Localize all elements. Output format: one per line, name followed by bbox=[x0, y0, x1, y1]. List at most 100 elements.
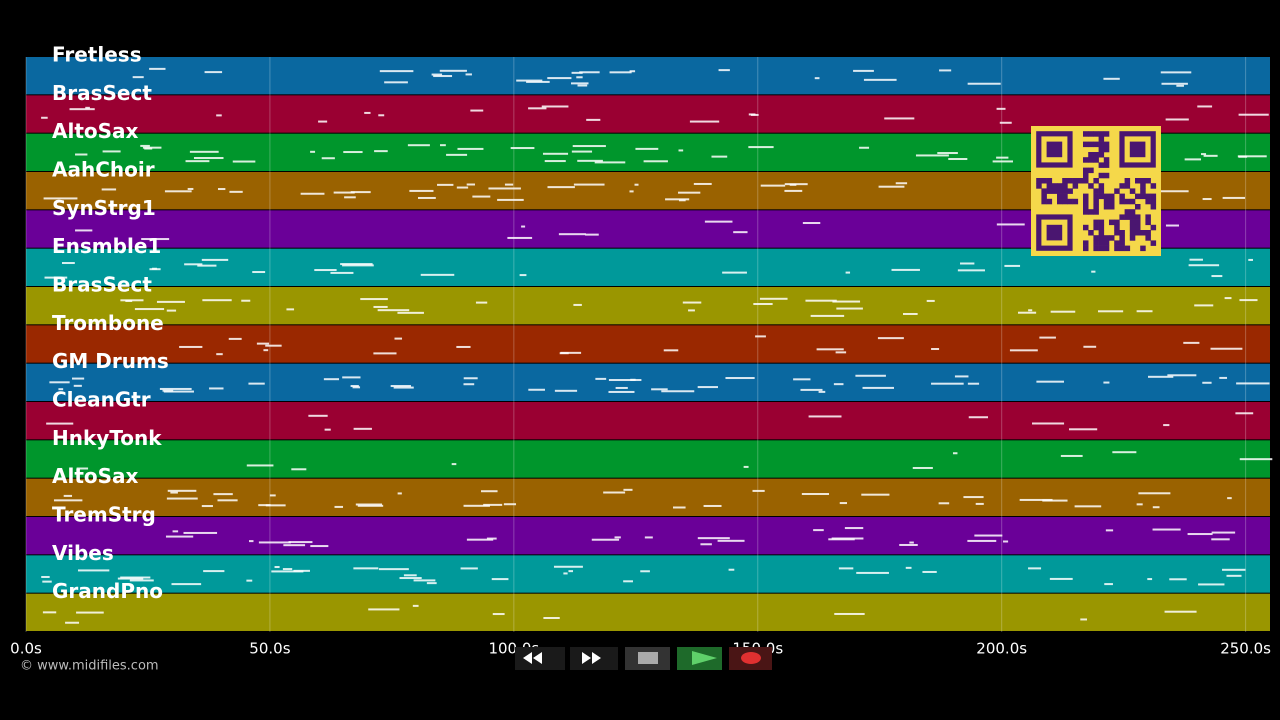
note bbox=[801, 493, 830, 496]
qr-module bbox=[1083, 131, 1089, 137]
note bbox=[577, 159, 603, 162]
note bbox=[1197, 105, 1213, 108]
note bbox=[49, 381, 70, 384]
qr-module bbox=[1077, 178, 1084, 184]
note bbox=[1152, 528, 1181, 531]
note bbox=[547, 186, 575, 189]
note bbox=[1227, 497, 1232, 500]
note bbox=[364, 111, 371, 114]
note bbox=[75, 229, 93, 232]
qr-module bbox=[1041, 193, 1047, 200]
note bbox=[967, 382, 980, 385]
note bbox=[1136, 310, 1153, 313]
qr-module bbox=[1114, 188, 1120, 194]
tick-label: 50.0s bbox=[249, 640, 290, 658]
qr-module bbox=[1036, 183, 1042, 189]
qr-module bbox=[1114, 240, 1120, 246]
note bbox=[938, 502, 950, 505]
note bbox=[463, 383, 475, 386]
note bbox=[832, 300, 861, 303]
note bbox=[350, 385, 359, 388]
note bbox=[967, 539, 997, 542]
note bbox=[931, 348, 940, 351]
note bbox=[171, 583, 202, 586]
qr-module bbox=[1109, 198, 1115, 205]
note bbox=[232, 160, 256, 163]
track-label: Ensmble1 bbox=[52, 234, 161, 258]
note bbox=[1236, 382, 1270, 385]
note bbox=[862, 386, 894, 389]
copyright: © www.midifiles.com bbox=[20, 659, 159, 674]
rewind-button[interactable] bbox=[515, 647, 565, 670]
qr-module bbox=[1140, 183, 1146, 189]
note bbox=[437, 183, 454, 186]
note bbox=[1226, 574, 1242, 577]
note bbox=[510, 147, 535, 150]
note bbox=[374, 150, 388, 153]
stop-button[interactable] bbox=[625, 647, 670, 670]
note bbox=[833, 383, 844, 386]
note bbox=[1039, 336, 1056, 339]
note bbox=[1028, 567, 1042, 570]
note bbox=[46, 422, 74, 425]
note bbox=[912, 466, 933, 469]
note bbox=[579, 71, 600, 74]
note bbox=[909, 541, 914, 544]
qr-module bbox=[1057, 183, 1063, 189]
note bbox=[310, 545, 329, 548]
note bbox=[1009, 349, 1038, 352]
qr-module bbox=[1093, 198, 1099, 205]
note bbox=[163, 390, 194, 393]
note bbox=[491, 578, 509, 581]
note bbox=[156, 300, 185, 303]
note bbox=[700, 543, 712, 546]
qr-module bbox=[1109, 235, 1115, 241]
track-label: AahChoir bbox=[52, 158, 155, 182]
note bbox=[1136, 503, 1143, 506]
note bbox=[246, 464, 274, 467]
qr-module bbox=[1093, 131, 1099, 137]
qr-module bbox=[1098, 245, 1105, 252]
qr-module bbox=[1041, 178, 1047, 184]
note bbox=[431, 73, 443, 76]
note bbox=[248, 382, 265, 385]
qr-module bbox=[1098, 188, 1105, 194]
note bbox=[1183, 341, 1200, 344]
note bbox=[1152, 506, 1160, 509]
note bbox=[1187, 533, 1213, 536]
qr-module bbox=[1072, 183, 1079, 189]
qr-module bbox=[1062, 183, 1068, 189]
note bbox=[397, 311, 424, 314]
qr-module bbox=[1119, 235, 1125, 241]
note bbox=[159, 387, 192, 390]
qr-module bbox=[1140, 193, 1146, 200]
qr-module bbox=[1088, 131, 1094, 137]
note bbox=[838, 567, 854, 570]
tick-label: 250.0s bbox=[1220, 640, 1271, 658]
note bbox=[368, 608, 400, 611]
qr-module bbox=[1098, 224, 1105, 231]
record-button[interactable] bbox=[729, 647, 772, 670]
note bbox=[608, 390, 635, 393]
qr-module bbox=[1145, 198, 1151, 205]
play-button[interactable] bbox=[677, 647, 722, 670]
note bbox=[559, 352, 569, 355]
qr-module bbox=[1140, 230, 1146, 236]
note bbox=[1219, 376, 1228, 379]
note bbox=[689, 120, 720, 123]
track-band bbox=[26, 478, 1270, 516]
note bbox=[1211, 275, 1223, 278]
qr-module bbox=[1088, 183, 1094, 189]
qr-module bbox=[1083, 157, 1089, 163]
fast-forward-button[interactable] bbox=[570, 647, 618, 670]
note bbox=[519, 274, 527, 277]
note bbox=[63, 494, 73, 497]
qr-module bbox=[1067, 188, 1073, 194]
track-band bbox=[26, 440, 1270, 478]
note bbox=[1224, 297, 1232, 300]
note bbox=[420, 273, 455, 276]
note bbox=[1097, 310, 1124, 313]
note bbox=[1068, 428, 1098, 431]
note bbox=[665, 198, 690, 201]
note bbox=[939, 69, 952, 72]
